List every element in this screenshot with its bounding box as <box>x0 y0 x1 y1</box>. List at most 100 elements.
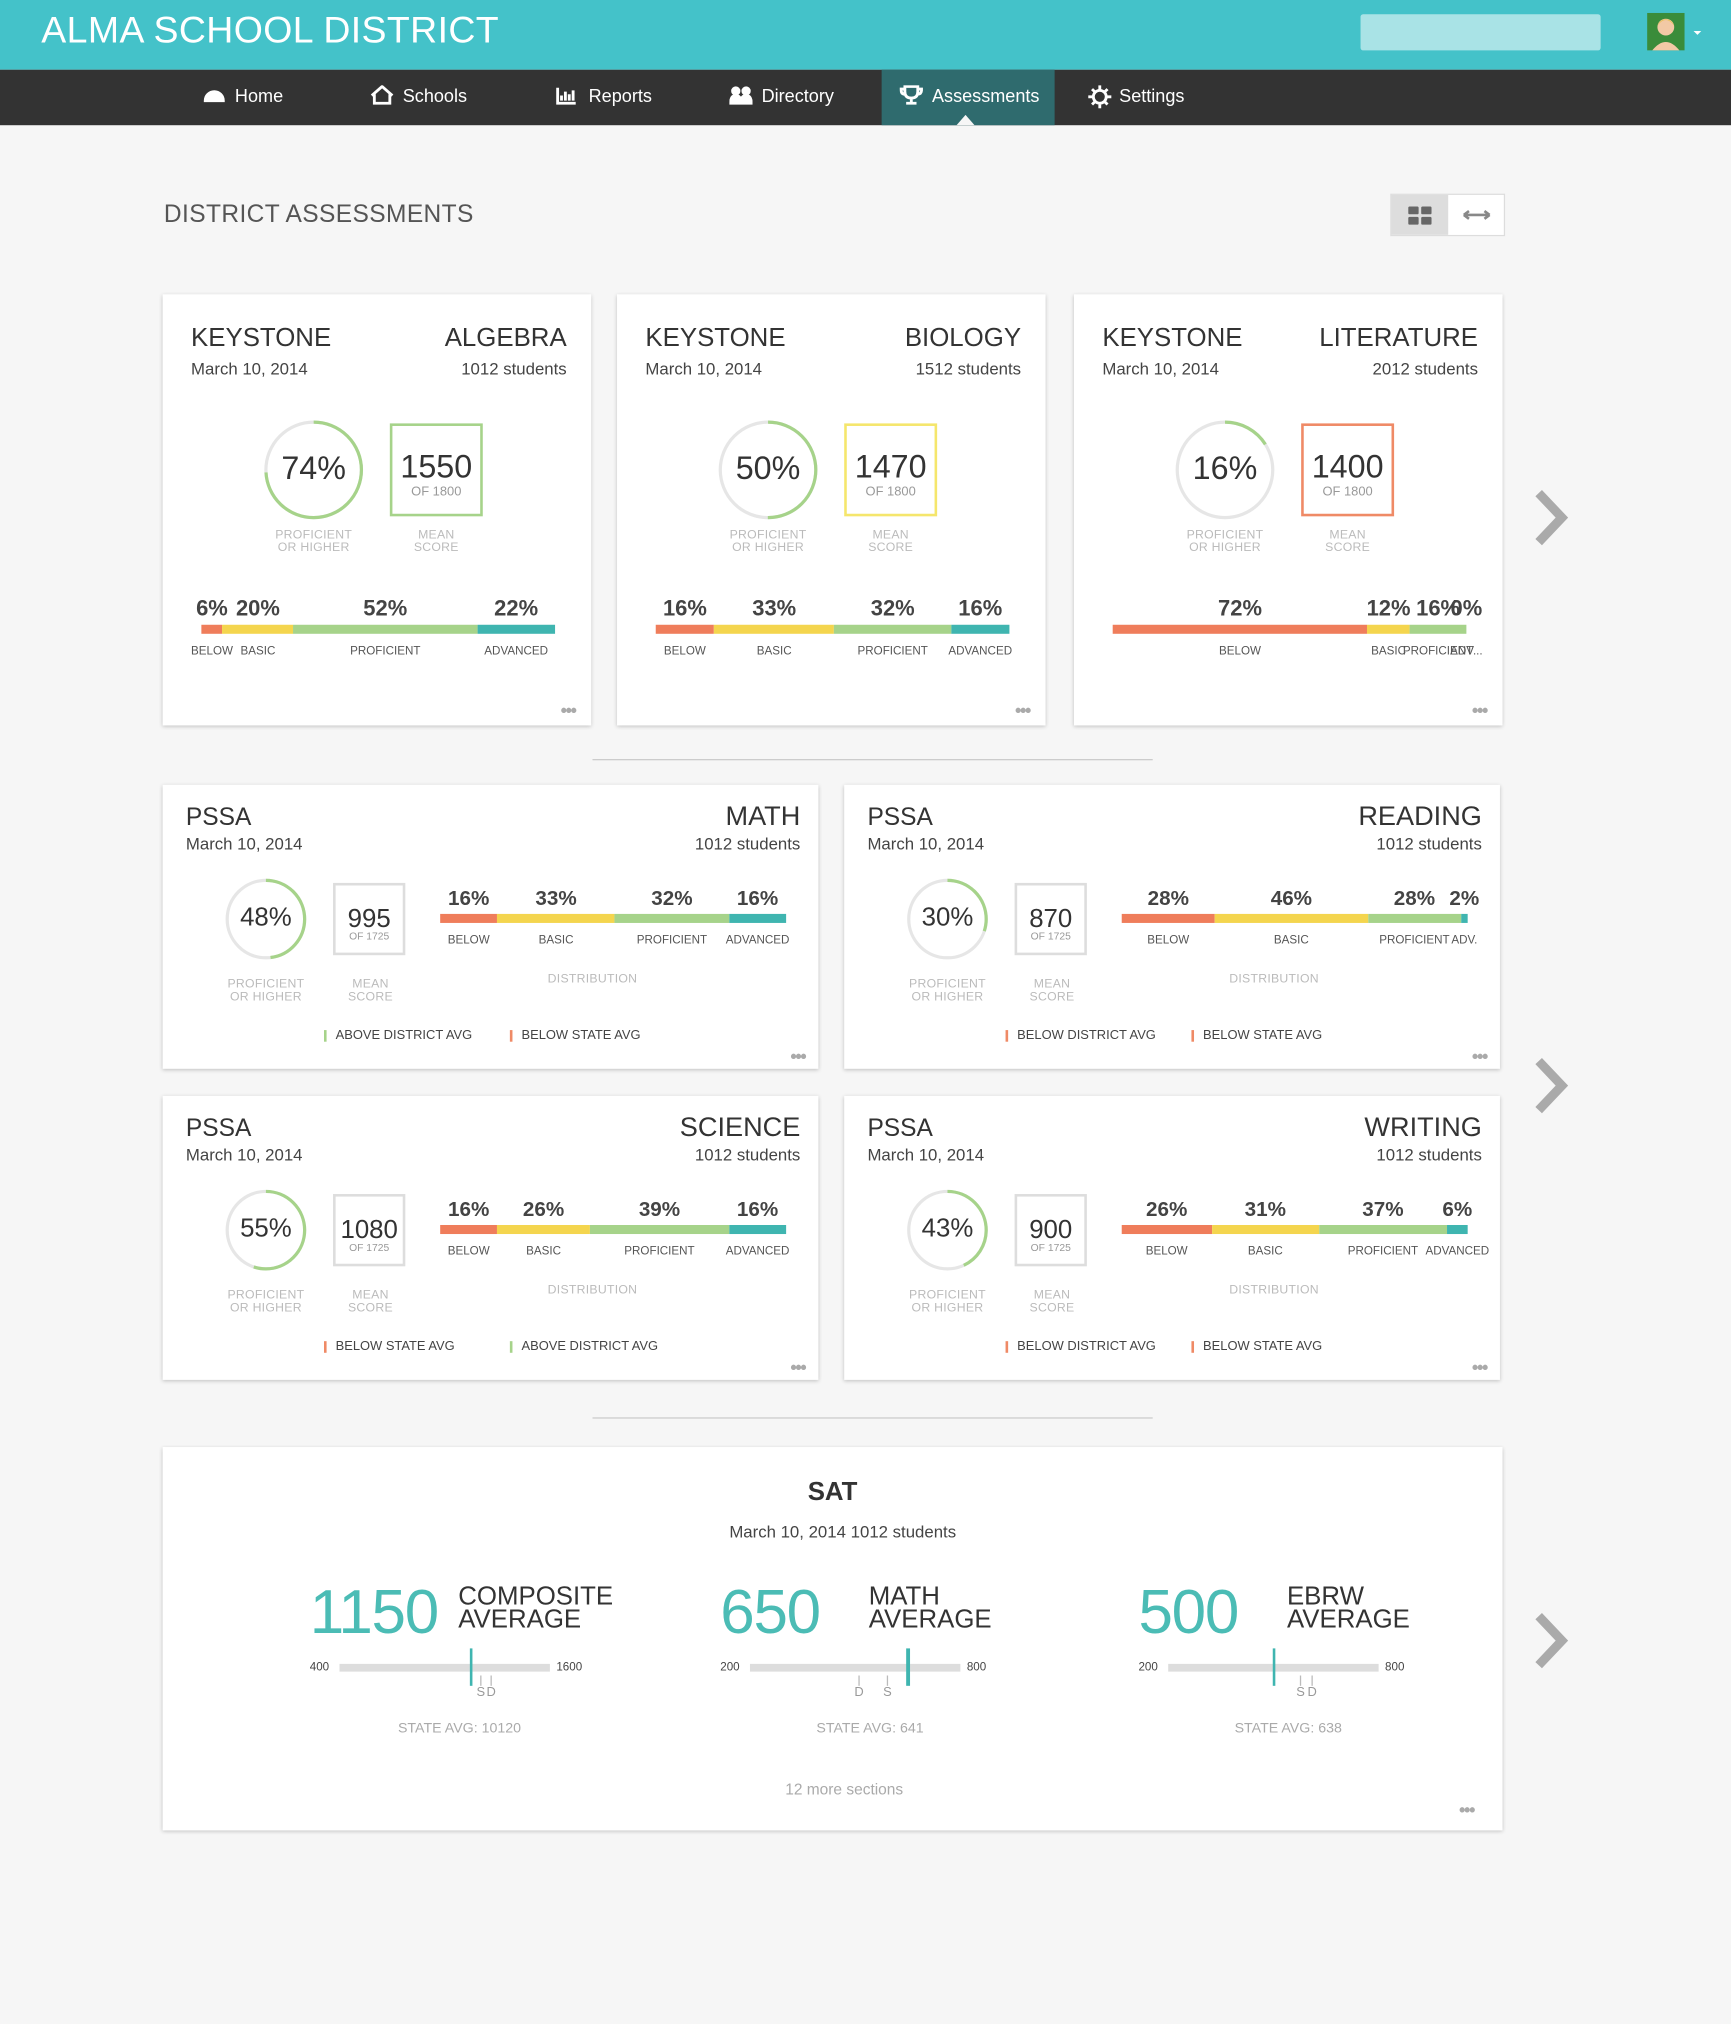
card-menu[interactable]: ••• <box>790 1356 806 1378</box>
mean-box <box>1301 423 1395 517</box>
mean-caption: MEAN SCORE <box>868 527 914 556</box>
distribution-percent: 16% <box>662 596 707 621</box>
proficiency-value: 43% <box>921 1214 974 1243</box>
proficiency-ring <box>225 878 307 960</box>
mean-box <box>389 423 483 517</box>
student-count: 2012 students <box>1372 358 1479 379</box>
distribution-percent: 16% <box>1416 596 1461 621</box>
nav-item[interactable]: Directory <box>761 85 834 106</box>
card-menu[interactable]: ••• <box>1471 699 1488 721</box>
nav-icon-shape <box>203 90 225 103</box>
range-track <box>749 1663 961 1672</box>
distribution-caption: DISTRIBUTION <box>547 1283 638 1298</box>
distribution-percent: 52% <box>363 596 408 621</box>
nav-icon <box>370 85 394 105</box>
reference-tick <box>1299 1675 1302 1686</box>
user-avatar[interactable] <box>1647 12 1702 52</box>
distribution-name: ADVANCED <box>484 644 548 658</box>
section-divider <box>592 1417 1153 1419</box>
next-arrow[interactable] <box>1531 1611 1572 1670</box>
mean-caption: MEAN SCORE <box>1029 977 1075 1005</box>
reference-tick <box>1311 1675 1313 1686</box>
subject-name: MATH <box>725 801 801 832</box>
proficient-caption: PROFICIENT OR HIGHER <box>227 977 305 1005</box>
ring-arc <box>907 878 988 960</box>
distribution-segment <box>1409 624 1467 634</box>
list-view-button[interactable] <box>1448 195 1504 235</box>
distribution-segment <box>1367 624 1410 634</box>
more-sections[interactable]: 12 more sections <box>785 1780 904 1799</box>
mean-box <box>844 423 938 517</box>
card-menu[interactable]: ••• <box>1471 1356 1488 1378</box>
nav-item[interactable]: Settings <box>1119 85 1185 106</box>
indicator-text: ABOVE DISTRICT AVG <box>335 1028 473 1043</box>
distribution-segment <box>714 624 835 634</box>
nav-icon-shape <box>370 85 394 105</box>
mean-of: OF 1800 <box>865 485 916 500</box>
exam-name: KEYSTONE <box>191 323 332 353</box>
indicator-tick <box>1191 1341 1194 1353</box>
proficiency-value: 50% <box>735 449 801 486</box>
exam-date: March 10, 2014 <box>185 1144 303 1165</box>
exam-name: KEYSTONE <box>1102 323 1243 353</box>
distribution-name: BELOW <box>191 644 233 658</box>
indicator-text: ABOVE DISTRICT AVG <box>521 1339 659 1355</box>
next-arrow[interactable] <box>1531 488 1572 547</box>
distribution-percent: 33% <box>752 596 797 621</box>
mean-of: OF 1725 <box>349 930 390 943</box>
distribution-name: ADV... <box>1450 644 1483 658</box>
sat-students: 1012 students <box>850 1521 957 1542</box>
nav-item[interactable]: Reports <box>588 85 652 106</box>
exam-name: KEYSTONE <box>645 323 786 353</box>
mean-score: 1470 <box>854 449 927 486</box>
distribution-name: PROFICIENT <box>636 933 708 947</box>
card-menu[interactable]: ••• <box>1459 1799 1475 1821</box>
reference-mark: D <box>1307 1685 1317 1701</box>
proficient-caption: PROFICIENT OR HIGHER <box>909 1288 986 1316</box>
card-menu[interactable]: ••• <box>1471 1045 1488 1067</box>
distribution-percent: 31% <box>1244 1199 1286 1222</box>
grid-view-button[interactable] <box>1391 194 1449 235</box>
nav-item[interactable]: Schools <box>402 85 468 106</box>
distribution-name: BASIC <box>538 933 574 947</box>
range-min: 200 <box>1138 1660 1158 1673</box>
mean-caption: MEAN SCORE <box>347 977 393 1005</box>
nav-pointer-shape <box>956 114 975 126</box>
reference-tick <box>480 1675 482 1686</box>
indicator-tick <box>509 1341 512 1353</box>
card-menu[interactable]: ••• <box>1014 699 1031 721</box>
nav-icon <box>203 90 225 103</box>
proficiency-ring <box>907 878 988 960</box>
subject-name: ALGEBRA <box>444 323 567 353</box>
reference-mark: D <box>854 1685 864 1701</box>
nav-pointer <box>956 114 975 126</box>
mean-box <box>1014 1194 1087 1267</box>
distribution-segment <box>440 1224 498 1235</box>
distribution-percent: 22% <box>494 596 539 621</box>
mean-caption: MEAN SCORE <box>413 527 459 556</box>
nav-item[interactable]: Assessments <box>931 85 1040 106</box>
search-box[interactable] <box>1360 14 1601 51</box>
distribution-name: BELOW <box>1145 1244 1188 1258</box>
card-menu[interactable]: ••• <box>790 1045 806 1067</box>
next-arrow[interactable] <box>1531 1056 1572 1115</box>
nav-item[interactable]: Home <box>234 85 284 106</box>
distribution-segment <box>497 1224 590 1235</box>
range-min: 200 <box>720 1660 740 1673</box>
distribution-name: BASIC <box>526 1244 562 1258</box>
exam-date: March 10, 2014 <box>867 1144 985 1165</box>
reference-tick <box>858 1675 860 1686</box>
distribution-name: BELOW <box>447 933 490 947</box>
reference-mark: S <box>476 1685 486 1701</box>
distribution-percent: 33% <box>535 888 577 911</box>
distribution-caption: DISTRIBUTION <box>1229 1283 1319 1298</box>
ring-arc <box>225 1189 307 1271</box>
distribution-caption: DISTRIBUTION <box>1229 971 1319 987</box>
student-count: 1012 students <box>694 833 801 854</box>
distribution-percent: 39% <box>638 1199 681 1222</box>
card-menu[interactable]: ••• <box>560 699 577 721</box>
mean-of: OF 1725 <box>1030 930 1071 943</box>
score-marker <box>1272 1648 1276 1686</box>
assessment-card: KEYSTONE BIOLOGY March 10, 2014 1512 studen… <box>617 294 1046 726</box>
